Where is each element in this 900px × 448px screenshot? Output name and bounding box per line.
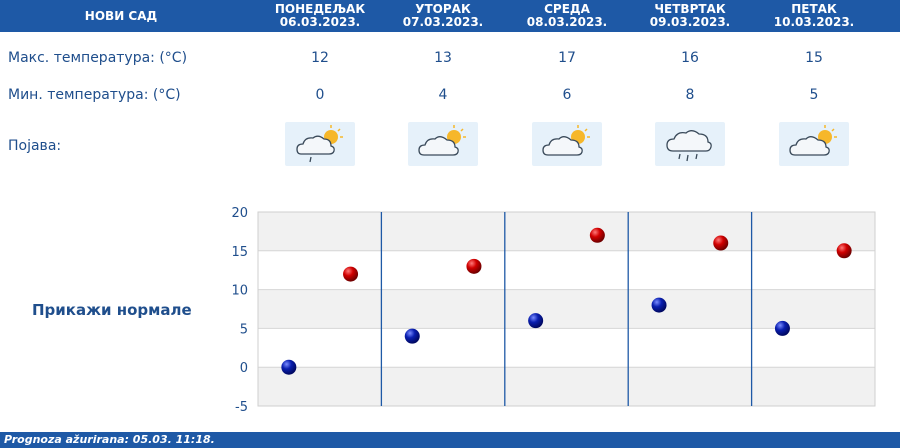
day-date: 07.03.2023. bbox=[402, 15, 484, 29]
day-name: ПОНЕДЕЉАК bbox=[274, 2, 366, 16]
max-temp-marker bbox=[466, 258, 482, 274]
max-temp-value: 15 bbox=[805, 50, 823, 66]
min-temp-label: Мин. температура: (°C) bbox=[8, 87, 181, 103]
y-tick-label: -5 bbox=[235, 400, 248, 415]
day-name: УТОРАК bbox=[415, 2, 471, 16]
min-temp-value: 0 bbox=[315, 87, 325, 103]
forecast-updated-text: Prognoza ažurirana: 05.03. 11:18. bbox=[4, 433, 215, 446]
partly-cloudy-icon bbox=[532, 122, 602, 166]
day-date: 08.03.2023. bbox=[526, 15, 608, 29]
day-header-3: СРЕДА 08.03.2023. bbox=[505, 0, 629, 32]
max-temp-value: 12 bbox=[311, 50, 329, 66]
day-header-2: УТОРАК 07.03.2023. bbox=[381, 0, 505, 32]
day-name: ПЕТАК bbox=[791, 2, 837, 16]
y-tick-label: 0 bbox=[240, 361, 248, 376]
max-temp-value: 16 bbox=[681, 50, 699, 66]
y-tick-label: 20 bbox=[231, 206, 248, 221]
day-header-1: ПОНЕДЕЉАК 06.03.2023. bbox=[258, 0, 382, 32]
show-normals-link[interactable]: Прикажи нормале bbox=[32, 301, 192, 319]
day-name: СРЕДА bbox=[544, 2, 590, 16]
partly-cloudy-icon bbox=[779, 122, 849, 166]
weather-label: Појава: bbox=[8, 138, 62, 154]
max-temp-marker bbox=[343, 266, 359, 282]
plot-border bbox=[257, 211, 876, 407]
y-tick-label: 10 bbox=[231, 284, 248, 299]
min-temp-value: 4 bbox=[438, 87, 448, 103]
min-temp-value: 5 bbox=[809, 87, 819, 103]
min-temp-value: 6 bbox=[562, 87, 572, 103]
day-header-4: ЧЕТВРТАК 09.03.2023. bbox=[628, 0, 752, 32]
max-temp-label: Макс. температура: (°C) bbox=[8, 50, 188, 66]
partly-cloudy-icon bbox=[408, 122, 478, 166]
day-date: 06.03.2023. bbox=[279, 15, 361, 29]
max-temp-marker bbox=[589, 227, 605, 243]
min-temp-marker bbox=[774, 320, 790, 336]
min-temp-value: 8 bbox=[685, 87, 695, 103]
min-temp-marker bbox=[281, 359, 297, 375]
y-tick-label: 15 bbox=[231, 245, 248, 260]
grid-band bbox=[258, 289, 875, 329]
day-date: 10.03.2023. bbox=[773, 15, 855, 29]
cloud-rain-icon bbox=[655, 122, 725, 166]
day-date: 09.03.2023. bbox=[649, 15, 731, 29]
min-temp-marker bbox=[404, 328, 420, 344]
temperature-chart: 20 15 10 5 0 -5 bbox=[231, 206, 876, 415]
max-temp-value: 17 bbox=[558, 50, 576, 66]
max-temp-value: 13 bbox=[434, 50, 452, 66]
city-name: НОВИ САД bbox=[84, 9, 158, 23]
forecast-header: НОВИ САД ПОНЕДЕЉАК 06.03.2023. УТОРАК 07… bbox=[0, 0, 900, 32]
partly-cloudy-light-rain-icon bbox=[285, 122, 355, 166]
max-temp-marker bbox=[713, 235, 729, 251]
y-tick-label: 5 bbox=[240, 322, 248, 337]
min-temp-marker bbox=[528, 313, 544, 329]
grid-band bbox=[258, 212, 875, 251]
day-header-5: ПЕТАК 10.03.2023. bbox=[752, 0, 876, 32]
footer-bar: Prognoza ažurirana: 05.03. 11:18. bbox=[0, 432, 900, 448]
min-temp-marker bbox=[651, 297, 667, 313]
max-temp-marker bbox=[836, 243, 852, 259]
day-name: ЧЕТВРТАК bbox=[654, 2, 726, 16]
grid-band bbox=[258, 367, 875, 406]
